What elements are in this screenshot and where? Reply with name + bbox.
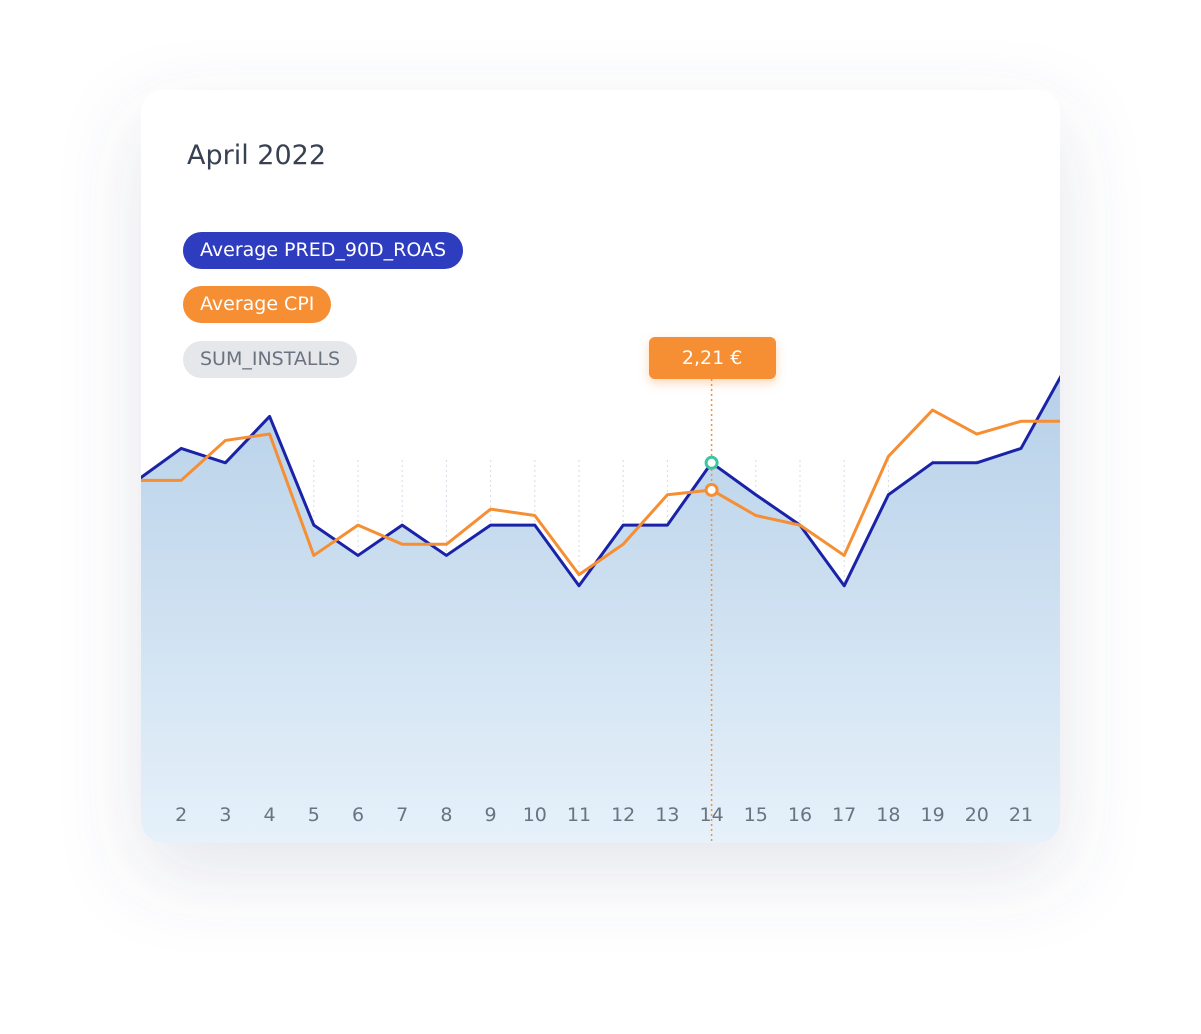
highlight-point xyxy=(704,455,719,470)
x-tick-label: 4 xyxy=(264,804,276,826)
x-tick-label: 19 xyxy=(921,804,945,826)
overlay: 2 3 4 5 6 7 8 9 10 11 12 13 14 15 16 17 18 19 20 21 xyxy=(175,379,1033,843)
x-tick-label: 18 xyxy=(876,804,900,826)
line xyxy=(141,367,1060,588)
tooltip: 2,21 € xyxy=(648,337,776,379)
legend-item-inactive: SUM_INSTALLS xyxy=(183,341,358,378)
x-tick-label: 17 xyxy=(832,804,856,826)
x-tick-label: 13 xyxy=(655,804,679,826)
highlight-point xyxy=(704,482,719,497)
x-tick-label: 10 xyxy=(523,804,547,826)
x-tick-label: 5 xyxy=(308,804,320,826)
x-tick-label: 15 xyxy=(744,804,768,826)
x-tick-label: 2 xyxy=(175,804,187,826)
x-tick-label: 3 xyxy=(219,804,231,826)
x-tick-label: 6 xyxy=(352,804,364,826)
plot-area xyxy=(141,367,1060,843)
x-tick-label: 16 xyxy=(788,804,812,826)
x-tick-label: 21 xyxy=(1009,804,1033,826)
legend-item: Average PRED_90D_ROAS xyxy=(183,232,464,269)
x-tick-label: 8 xyxy=(440,804,452,826)
x-tick-label: 11 xyxy=(567,804,591,826)
chart-title: April 2022 xyxy=(187,140,327,171)
area xyxy=(141,368,1060,843)
x-tick-label: 20 xyxy=(965,804,989,826)
x-tick-label: 9 xyxy=(485,804,497,826)
x-tick-label: 7 xyxy=(396,804,408,826)
line xyxy=(141,408,1060,577)
legend-item: Average CPI xyxy=(183,286,332,323)
x-tick-label: 12 xyxy=(611,804,635,826)
